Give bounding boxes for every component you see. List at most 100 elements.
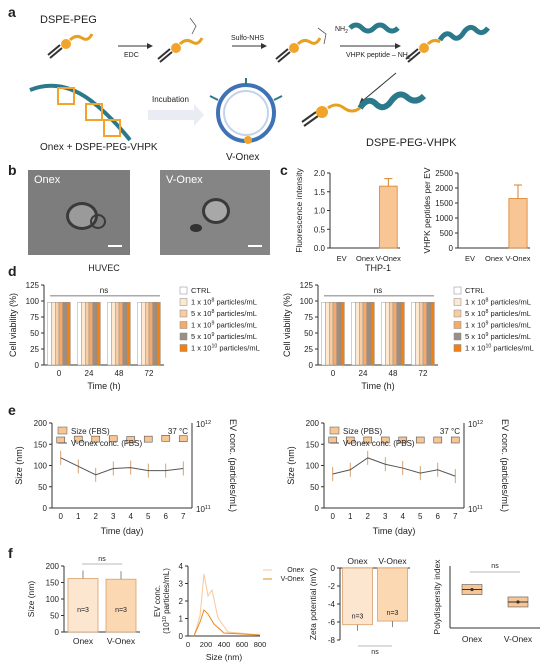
x-tick-label: 0 <box>57 369 62 378</box>
bar <box>144 302 150 366</box>
y-axis-label: Fluorescence intensity <box>294 167 304 252</box>
x-axis-label: Time (day) <box>101 526 144 536</box>
bar <box>156 302 161 366</box>
bar <box>422 302 427 366</box>
x-tick-label: 7 <box>453 512 458 521</box>
x-tick-label: 7 <box>181 512 186 521</box>
scale-bar <box>108 245 122 247</box>
legend-swatch <box>179 332 188 341</box>
y-axis-label: EV conc. <box>153 585 162 617</box>
bar <box>141 302 146 366</box>
y-tick-label: 200 <box>306 419 320 428</box>
x-tick-label: 72 <box>419 369 428 378</box>
legend-swatch <box>453 344 462 352</box>
nh2-label: NH2 <box>335 26 348 35</box>
micrograph-onex: Onex <box>28 170 130 255</box>
legend-label: V-Onex conc. (PBS) <box>343 439 415 448</box>
legend-label: 1 x 109 particles/mL <box>465 321 531 330</box>
onex-mixture-icon <box>29 83 132 142</box>
y-tick-label: 3 <box>179 580 184 589</box>
bar <box>105 578 137 633</box>
incubation-arrow <box>148 110 194 120</box>
x-tick-label: 5 <box>146 512 151 521</box>
y-tick-label: 125 <box>300 281 314 290</box>
bar <box>340 302 345 366</box>
bar <box>329 302 334 366</box>
box <box>91 435 101 443</box>
y-tick-label: 0 <box>449 244 454 253</box>
chart-zeta-potential: 0 -2 -4 -6 -8 Zeta potential (mV) n=3 Onex n=3 V-… <box>308 556 410 656</box>
box <box>398 436 408 444</box>
box <box>345 436 355 444</box>
bar <box>332 302 337 366</box>
x-tick-label: V-Onex <box>107 636 136 646</box>
x-tick-label: EV <box>465 254 475 263</box>
onex-curve <box>193 573 261 637</box>
x-tick-label: V-Onex <box>376 254 401 263</box>
x-axis-label: Time (day) <box>373 526 416 536</box>
legend-label: 1 x 109 particles/mL <box>191 321 257 330</box>
legend-swatch <box>329 426 340 435</box>
x-tick-label: 5 <box>418 512 423 521</box>
v-onex-curve <box>193 609 261 637</box>
bar <box>396 302 401 366</box>
bar <box>321 302 326 366</box>
bar <box>47 302 52 366</box>
legend-label: 1 x 108 particles/mL <box>191 298 257 307</box>
vhpk-peptide-icon <box>348 22 400 34</box>
box <box>363 436 373 444</box>
legend-label: 1 x 1010 particles/mL <box>465 344 534 353</box>
y-tick-label: 150 <box>34 440 48 449</box>
box <box>178 435 188 443</box>
x-tick-label: V-Onex <box>505 254 530 263</box>
box <box>108 435 118 443</box>
y-tick-label: 200 <box>34 419 48 428</box>
box <box>380 436 390 444</box>
y2-tick-label: 1011 <box>468 505 483 514</box>
bar <box>88 302 93 366</box>
x-tick-label: 6 <box>436 512 441 521</box>
panel-label-a: a <box>8 4 16 20</box>
product-label: DSPE-PEG-VHPK <box>366 137 457 149</box>
y-tick-label: 25 <box>304 345 313 354</box>
x-tick-label: Onex <box>347 556 368 566</box>
x-tick-label: 6 <box>164 512 169 521</box>
v-onex-vesicle-icon <box>209 78 283 144</box>
bar <box>107 302 112 366</box>
y-tick-label: 500 <box>440 229 454 238</box>
x-tick-label: 2 <box>366 512 371 521</box>
x-tick-label: 72 <box>145 369 154 378</box>
y-tick-label: 75 <box>30 313 39 322</box>
y-axis-label: Cell viability (%) <box>282 293 292 357</box>
y-tick-label: 75 <box>304 313 313 322</box>
bar <box>77 302 82 366</box>
vhpk-step-label: VHPK peptide – NH2 <box>346 52 411 61</box>
x-tick-label: 48 <box>389 369 398 378</box>
chart-fluorescence: 0.0 0.5 1.0 1.5 2.0 Fluorescence intensity EV O… <box>294 167 401 263</box>
bar <box>342 567 373 626</box>
legend-swatch <box>453 332 462 341</box>
chart-huvec-viability: HUVEC 0 25 50 75 100 125 Cell viability (%) Time… <box>8 263 260 391</box>
x-tick-label: 0 <box>59 512 64 521</box>
y-axis-label: Size (nm) <box>14 446 24 485</box>
box <box>415 436 425 444</box>
x-tick-label: 3 <box>111 512 116 521</box>
y-tick-label: 1000 <box>435 214 453 223</box>
bar <box>66 302 71 366</box>
bar <box>111 302 116 366</box>
x-tick-label: 800 <box>254 640 267 649</box>
lipid-molecule-icon <box>157 17 204 63</box>
y-tick-label: 50 <box>38 483 47 492</box>
x-tick-label: 0 <box>186 640 190 649</box>
legend-swatch <box>453 286 462 295</box>
bar <box>325 302 330 366</box>
y-axis-label: VHPK peptides per EV <box>422 167 432 253</box>
vesicle-shape <box>90 214 106 229</box>
y2-tick-label: 1011 <box>196 505 211 514</box>
legend-label: CTRL <box>191 286 211 295</box>
panel-label-e: e <box>8 402 16 418</box>
y-tick-label: 2000 <box>435 184 453 193</box>
y-tick-label: 0 <box>331 564 336 573</box>
x-tick-label: V-Onex <box>504 634 533 644</box>
y-tick-label: 1.5 <box>314 188 326 197</box>
